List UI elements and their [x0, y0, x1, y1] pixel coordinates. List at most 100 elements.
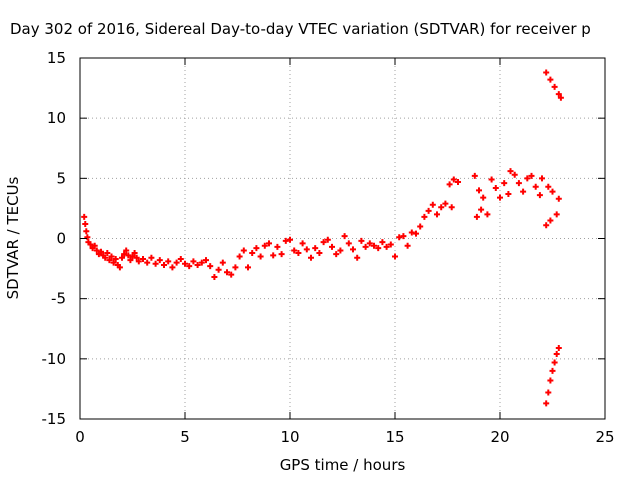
data-point: [337, 247, 344, 254]
data-point: [551, 83, 558, 90]
data-point: [112, 255, 119, 262]
data-point: [528, 172, 535, 179]
data-point: [471, 172, 478, 179]
data-point: [312, 245, 319, 252]
x-tick-label: 25: [595, 428, 614, 446]
x-tick-label: 20: [490, 428, 509, 446]
data-point: [129, 253, 136, 260]
data-point: [253, 245, 260, 252]
data-point: [291, 247, 298, 254]
y-axis-title: SDTVAR / TECUs: [4, 176, 22, 299]
data-point: [87, 241, 94, 248]
data-points: [81, 69, 564, 407]
data-point: [232, 264, 239, 271]
data-point: [81, 213, 88, 220]
x-tick-label: 10: [280, 428, 299, 446]
data-point: [266, 240, 272, 247]
data-point: [492, 184, 499, 191]
data-point: [144, 259, 151, 266]
data-point: [299, 240, 306, 247]
data-point: [396, 234, 403, 241]
data-point: [354, 254, 361, 261]
data-point: [215, 266, 222, 273]
data-point: [224, 269, 230, 276]
data-point: [84, 234, 91, 241]
data-point: [320, 239, 327, 246]
data-point: [257, 253, 264, 260]
data-point: [93, 247, 100, 254]
data-point: [547, 377, 554, 384]
data-point: [480, 194, 487, 201]
data-point: [228, 271, 235, 278]
grid: [80, 58, 605, 419]
data-point: [190, 258, 197, 265]
data-point: [555, 345, 562, 352]
data-point: [182, 260, 188, 267]
data-point: [219, 259, 226, 266]
data-point: [83, 228, 90, 235]
data-point: [545, 389, 552, 396]
data-point: [438, 204, 445, 211]
data-point: [511, 171, 518, 178]
data-point: [148, 254, 155, 261]
data-point: [379, 239, 386, 246]
x-tick-label: 0: [75, 428, 85, 446]
data-point: [125, 252, 132, 259]
data-point: [278, 251, 285, 258]
data-point: [545, 183, 552, 190]
data-point: [249, 249, 256, 256]
data-point: [173, 259, 180, 266]
data-point: [236, 253, 243, 260]
data-point: [549, 367, 556, 374]
data-point: [484, 211, 491, 218]
data-point: [270, 252, 277, 259]
x-tick-label: 5: [180, 428, 190, 446]
y-tick-label: -15: [42, 410, 67, 428]
y-tick-label: 15: [47, 49, 66, 67]
data-point: [140, 255, 146, 262]
data-point: [261, 242, 268, 249]
data-point: [119, 254, 125, 261]
data-point: [91, 242, 98, 249]
data-point: [240, 247, 247, 254]
y-tick-label: 5: [56, 169, 66, 187]
data-point: [274, 243, 281, 250]
data-point: [303, 246, 310, 253]
data-point: [203, 257, 209, 264]
y-tick-label: 10: [47, 109, 66, 127]
data-point: [448, 204, 455, 211]
data-point: [501, 180, 508, 187]
data-point: [515, 180, 522, 187]
data-point: [123, 247, 130, 254]
data-point: [102, 254, 109, 261]
data-point: [156, 257, 163, 264]
data-point: [555, 195, 562, 202]
data-point: [383, 243, 390, 250]
data-point: [198, 259, 205, 266]
data-point: [324, 236, 331, 243]
data-point: [442, 200, 449, 207]
data-point: [371, 242, 377, 249]
data-point: [329, 243, 335, 250]
data-point: [194, 261, 201, 268]
data-point: [211, 274, 218, 281]
data-point: [555, 91, 562, 98]
data-point: [497, 194, 503, 201]
data-point: [429, 201, 436, 208]
data-point: [400, 233, 407, 240]
data-point: [417, 223, 424, 230]
data-point: [408, 229, 415, 236]
data-point: [135, 258, 142, 265]
data-point: [392, 253, 398, 260]
data-point: [553, 351, 560, 358]
data-point: [476, 187, 482, 194]
data-point: [287, 236, 293, 243]
x-tick-label: 15: [385, 428, 404, 446]
data-point: [549, 188, 556, 195]
data-point: [553, 211, 560, 218]
data-point: [520, 188, 527, 195]
data-point: [161, 261, 167, 268]
data-point: [450, 176, 457, 183]
plot-frame: [79, 57, 606, 420]
